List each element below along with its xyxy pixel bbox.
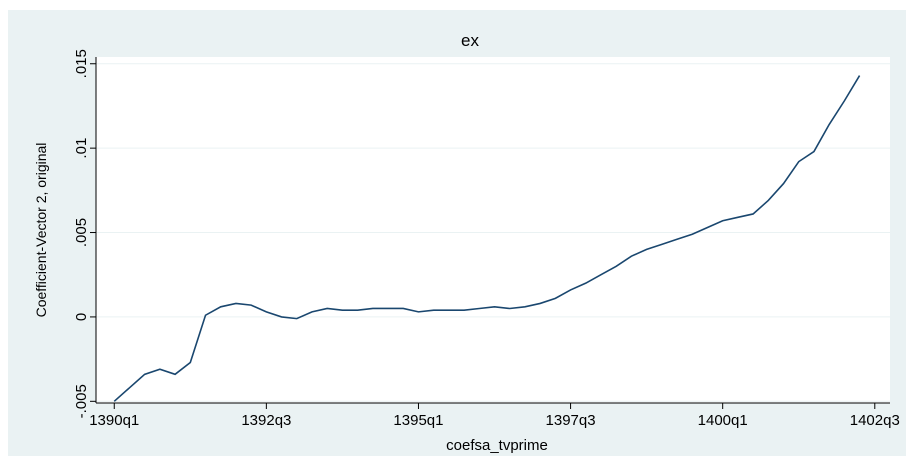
- x-tick-label: 1392q3: [241, 412, 291, 429]
- x-tick-label: 1402q3: [850, 412, 900, 429]
- y-tick-label: .01: [73, 138, 90, 159]
- plot-area: [96, 57, 890, 403]
- y-axis-label: Coefficient-Vector 2, original: [33, 143, 49, 318]
- chart-title: ex: [461, 31, 479, 50]
- x-tick-label: 1400q1: [698, 412, 748, 429]
- y-tick-label: .005: [73, 218, 90, 247]
- y-tick-label: 0: [73, 313, 90, 321]
- line-series: [113, 75, 861, 402]
- x-tick-label: 1390q1: [89, 412, 139, 429]
- y-tick-label: -.005: [73, 384, 90, 418]
- x-tick-label: 1395q1: [393, 412, 443, 429]
- x-axis-label: coefsa_tvprime: [446, 437, 548, 454]
- y-tick-label: .015: [73, 49, 90, 78]
- x-tick-label: 1397q3: [546, 412, 596, 429]
